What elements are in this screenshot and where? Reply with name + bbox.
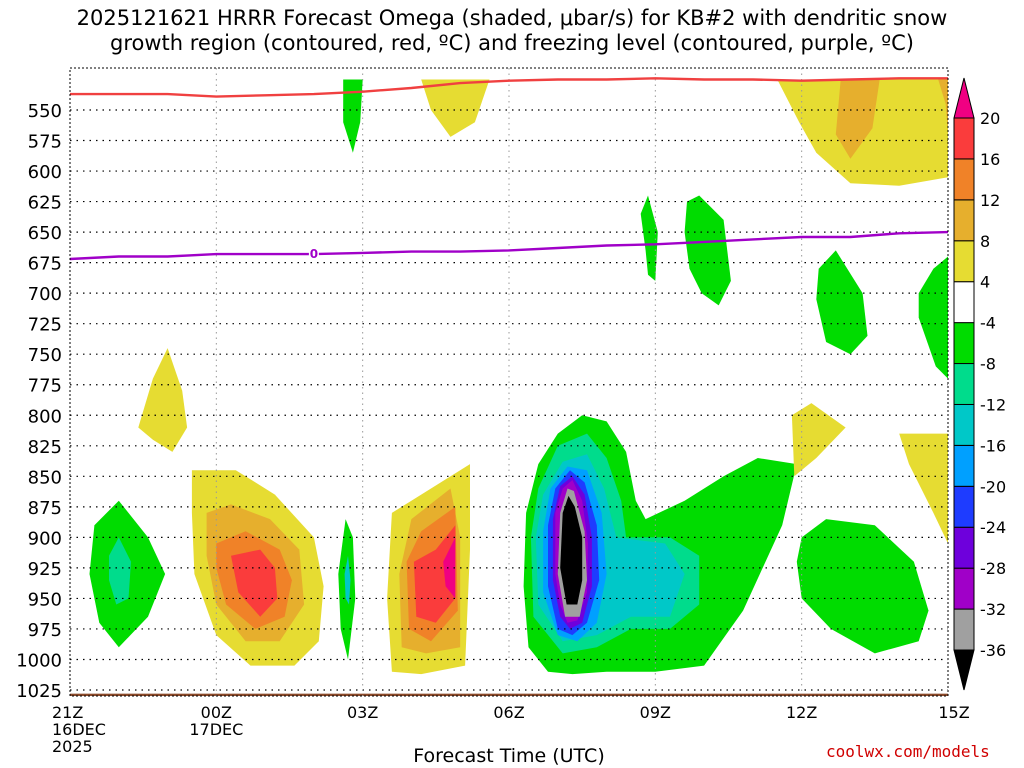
colorbar-box-0	[953, 608, 975, 651]
omega-region-rising-24	[640, 195, 658, 281]
x-axis-label: Forecast Time (UTC)	[413, 745, 604, 767]
x-tick-label-0-2: 2025	[52, 737, 93, 756]
colorbar-box-2	[953, 526, 975, 569]
colorbar-max-triangle	[953, 77, 975, 119]
y-tick-label-675: 675	[28, 254, 62, 275]
omega-region-rising-8	[560, 495, 583, 605]
colorbar-box-9	[953, 240, 975, 283]
y-tick-label-775: 775	[28, 376, 62, 397]
y-tick-label-950: 950	[28, 589, 62, 610]
x-tick-label-0-0: 21Z	[52, 703, 83, 722]
colorbar-box-12	[953, 117, 975, 160]
chart-title: 2025121621 HRRR Forecast Omega (shaded, …	[76, 6, 948, 55]
colorbar-box-11	[953, 158, 975, 201]
y-tick-label-900: 900	[28, 528, 62, 549]
colorbar-label--32: -32	[980, 600, 1006, 619]
y-tick-label-875: 875	[28, 498, 62, 519]
y-tick-label-725: 725	[28, 315, 62, 336]
x-tick-label-3-1: 17DEC	[189, 720, 243, 739]
colorbar-box-6	[953, 363, 975, 405]
colorbar-label-16: 16	[980, 150, 1000, 169]
contour-line-0	[70, 77, 948, 98]
contour-label-0: 0	[310, 247, 318, 261]
omega-region-sinking-29	[421, 79, 490, 137]
x-tick-label-6-0: 03Z	[347, 703, 378, 722]
omega-region-rising-26	[918, 256, 948, 379]
colorbar-box-8	[953, 281, 975, 324]
colorbar-label--24: -24	[980, 518, 1006, 537]
x-tick-label-0-1: 16DEC	[52, 720, 106, 739]
omega-region-rising-23	[684, 195, 731, 306]
y-tick-label-625: 625	[28, 193, 62, 214]
colorbar-box-10	[953, 199, 975, 242]
omega-region-rising-22	[343, 79, 363, 153]
colorbar-label-20: 20	[980, 109, 1000, 128]
x-tick-label-18-0: 15Z	[938, 703, 969, 722]
colorbar-box-1	[953, 567, 975, 610]
colorbar-label--4: -4	[980, 314, 996, 333]
omega-region-sinking-17	[443, 537, 456, 599]
y-tick-label-600: 600	[28, 162, 62, 183]
omega-region-sinking-31	[835, 79, 880, 159]
colorbar-label--12: -12	[980, 395, 1006, 414]
omega-region-sinking-32	[938, 79, 948, 135]
omega-region-sinking-28	[138, 348, 188, 452]
colorbar-box-5	[953, 403, 975, 446]
omega-region-sinking-33	[791, 403, 846, 477]
y-tick-label-1000: 1000	[16, 650, 62, 671]
plot-frame	[69, 67, 949, 697]
y-tick-label-575: 575	[28, 132, 62, 153]
colorbar-label--8: -8	[980, 355, 996, 374]
x-tick-label-15-0: 12Z	[786, 703, 817, 722]
omega-region-sinking-12	[231, 549, 278, 617]
colorbar-box-4	[953, 444, 975, 487]
colorbar-box-3	[953, 485, 975, 528]
y-tick-label-800: 800	[28, 406, 62, 427]
y-tick-label-550: 550	[28, 101, 62, 122]
y-tick-label-825: 825	[28, 437, 62, 458]
omega-region-sinking-34	[899, 433, 948, 544]
omega-region-sinking-16	[413, 525, 456, 623]
omega-region-rising-25	[816, 250, 868, 355]
colorbar-box-7	[953, 322, 975, 365]
colorbar-label-8: 8	[980, 232, 990, 251]
colorbar-label-4: 4	[980, 273, 990, 292]
ground-strip	[70, 693, 948, 696]
y-tick-label-700: 700	[28, 284, 62, 305]
x-tick-label-3-0: 00Z	[201, 703, 232, 722]
contour-line-1	[70, 230, 948, 261]
y-tick-label-850: 850	[28, 467, 62, 488]
y-tick-label-975: 975	[28, 620, 62, 641]
omega-region-rising-21	[344, 555, 351, 605]
colorbar-label--28: -28	[980, 559, 1006, 578]
colorbar-label-12: 12	[980, 191, 1000, 210]
y-tick-label-925: 925	[28, 559, 62, 580]
x-tick-label-12-0: 09Z	[640, 703, 671, 722]
colorbar-min-triangle	[953, 649, 975, 691]
colorbar-label--36: -36	[980, 641, 1006, 660]
credit-text: coolwx.com/models	[826, 742, 990, 761]
plot-area: 0	[70, 68, 948, 696]
omega-region-rising-19	[109, 537, 131, 605]
y-tick-label-1025: 1025	[16, 681, 62, 702]
y-tick-label-750: 750	[28, 345, 62, 366]
colorbar-label--20: -20	[980, 477, 1006, 496]
x-tick-label-9-0: 06Z	[493, 703, 524, 722]
y-tick-label-650: 650	[28, 223, 62, 244]
colorbar-label--16: -16	[980, 436, 1006, 455]
omega-region-rising-27	[796, 519, 929, 654]
